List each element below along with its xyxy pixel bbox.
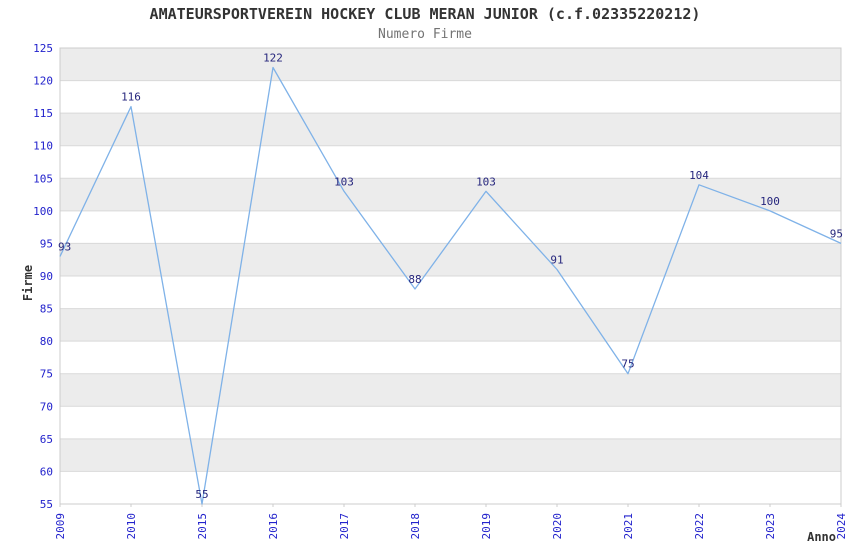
x-tick-label: 2015 (196, 513, 209, 540)
x-tick-label: 2023 (764, 513, 777, 540)
x-axis-title: Anno (807, 530, 836, 544)
data-point-label: 103 (334, 175, 354, 188)
background-band (60, 373, 841, 407)
y-tick-label: 100 (33, 205, 53, 218)
y-tick-label: 80 (40, 335, 53, 348)
y-tick-label: 105 (33, 172, 53, 185)
data-point-label: 91 (550, 253, 563, 266)
chart-subtitle: Numero Firme (378, 27, 472, 42)
data-point-label: 95 (830, 227, 843, 240)
y-tick-label: 90 (40, 270, 53, 283)
data-point-label: 55 (195, 488, 208, 501)
data-point-label: 103 (476, 175, 496, 188)
plot-border (59, 47, 842, 505)
x-tick-label: 2009 (54, 513, 67, 540)
background-band (60, 308, 841, 342)
background-band (60, 48, 841, 81)
background-band (60, 113, 841, 146)
y-tick-label: 95 (40, 237, 53, 250)
y-tick-label: 125 (33, 42, 53, 55)
x-tick-label: 2024 (835, 513, 848, 540)
y-tick-label: 75 (40, 368, 53, 381)
data-point-label: 75 (621, 358, 634, 371)
chart-title: AMATEURSPORTVEREIN HOCKEY CLUB MERAN JUN… (149, 5, 701, 23)
x-tick-label: 2019 (480, 513, 493, 540)
data-line (59, 66, 842, 505)
y-tick-label: 110 (33, 140, 53, 153)
y-tick-label: 120 (33, 75, 53, 88)
data-point-label: 104 (689, 169, 709, 182)
y-axis-title: Firme (21, 264, 35, 302)
data-point-label: 93 (58, 240, 71, 253)
y-tick-label: 85 (40, 303, 53, 316)
x-tick-label: 2020 (551, 513, 564, 540)
y-tick-label: 55 (40, 498, 53, 511)
background-band (60, 178, 841, 211)
x-tick-label: 2021 (622, 513, 635, 540)
y-tick-label: 60 (40, 465, 53, 478)
y-tick-label: 115 (33, 107, 53, 120)
data-point-label: 100 (760, 195, 780, 208)
x-tick-label: 2016 (267, 513, 280, 540)
x-tick-label: 2017 (338, 513, 351, 540)
y-tick-label: 70 (40, 400, 53, 413)
background-band (60, 438, 841, 472)
x-tick-label: 2010 (125, 513, 138, 540)
background-band (60, 243, 841, 276)
data-point-label: 88 (408, 273, 421, 286)
x-tick-label: 2022 (693, 513, 706, 540)
data-point-label: 122 (263, 52, 283, 65)
y-tick-label: 65 (40, 433, 53, 446)
data-point-label: 116 (121, 91, 141, 104)
x-tick-label: 2018 (409, 513, 422, 540)
